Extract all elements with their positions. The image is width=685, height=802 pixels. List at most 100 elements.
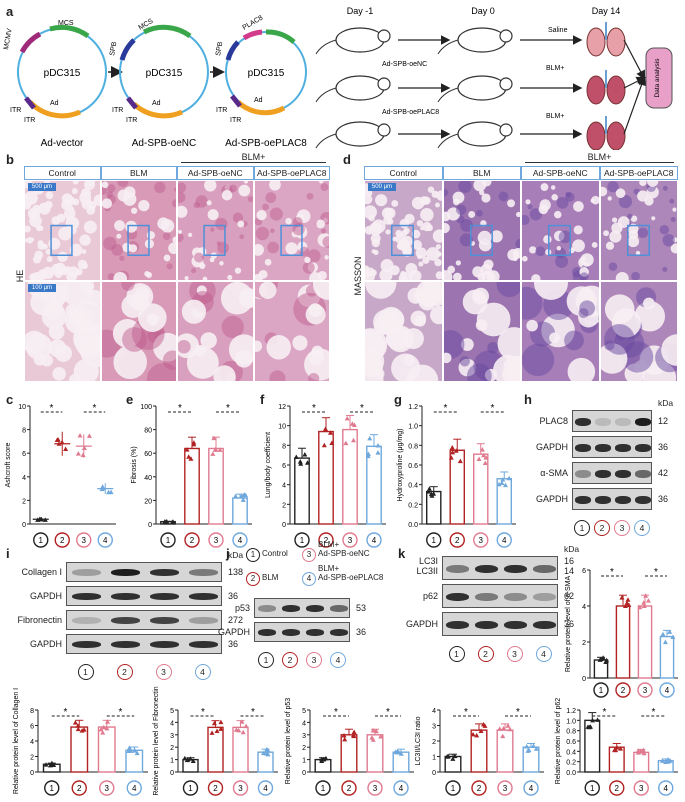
plasmid-2-l2: Ad	[152, 100, 161, 107]
data-point	[243, 723, 249, 729]
data-point	[367, 435, 373, 441]
y-tick-label: 10	[278, 424, 286, 431]
group-number: 2	[213, 784, 218, 793]
blot-band	[149, 593, 180, 601]
data-point	[453, 448, 459, 453]
blot-band	[635, 496, 651, 504]
data-point	[190, 758, 196, 763]
y-tick-label: 0.8	[408, 443, 418, 450]
y-tick-label: 6	[30, 724, 34, 731]
legend-circle-3: 3	[302, 548, 316, 562]
y-tick-label: 20	[144, 498, 152, 505]
y-tick-label: 0.2	[566, 760, 576, 767]
data-point	[351, 729, 357, 734]
sig-star: *	[464, 707, 468, 718]
timeline-arrow	[623, 75, 647, 135]
blm-group-line	[525, 162, 674, 163]
group-number: 3	[105, 784, 110, 793]
blot-band	[575, 470, 591, 478]
group-circle	[207, 780, 224, 796]
blot-band	[595, 470, 611, 478]
mouse-icon	[437, 121, 513, 149]
data-point	[240, 729, 246, 735]
group-circle	[593, 682, 609, 698]
plasmid-3-l0: SPB	[215, 41, 224, 56]
lane-circle: 3	[306, 652, 322, 668]
group-circle	[99, 780, 115, 796]
blot-label: GAPDH	[535, 442, 568, 452]
y-tick-label: 2	[22, 498, 26, 505]
y-tick-label: 1.2	[566, 708, 576, 715]
blot-band	[188, 617, 219, 625]
panel-label-a: a	[6, 4, 14, 19]
row2-mid-label: Ad-SPB-oeNC	[382, 61, 427, 68]
panel-label-j: j	[226, 546, 230, 561]
histology-col-header: Ad-SPB-oeNC	[177, 166, 254, 180]
group-circle	[445, 780, 461, 796]
panel-label-f: f	[260, 392, 265, 407]
y-tick-label: 10	[18, 404, 26, 411]
data-point	[619, 595, 625, 600]
y-tick-label: 2	[30, 755, 34, 762]
y-axis-label: Relative protein level of Fibronectin	[153, 686, 160, 795]
data-point	[624, 600, 630, 606]
y-tick-label: 0	[282, 522, 286, 529]
blot-band	[446, 592, 469, 601]
plasmid-diagrams: pDC315 MCMV MCS Ad ITR ITR Ad-vector pDC…	[3, 15, 307, 149]
histology-image	[254, 282, 329, 381]
blot-strip	[572, 410, 652, 432]
blot-label: p53	[234, 603, 250, 613]
sig-star: *	[610, 567, 614, 578]
data-point	[665, 757, 671, 762]
blot-band	[329, 605, 349, 613]
group-circle	[54, 532, 70, 548]
histology-image	[600, 181, 677, 280]
lane-circle: 2	[594, 520, 610, 536]
data-point	[645, 598, 651, 603]
blot-strip	[572, 436, 652, 458]
blot-band	[635, 444, 651, 452]
blot-label: α-SMA	[540, 468, 568, 478]
data-point	[59, 439, 65, 445]
y-tick-label: 1	[432, 755, 436, 762]
group-circle	[294, 532, 310, 548]
blot-label: GAPDH	[29, 591, 62, 601]
data-point	[604, 657, 610, 663]
data-point	[500, 726, 506, 731]
data-point	[344, 415, 350, 421]
histology-image	[101, 282, 176, 381]
y-tick-label: 3	[170, 733, 174, 740]
sig-star: *	[178, 403, 182, 414]
data-point	[323, 426, 329, 432]
y-axis-label: Relative protein level of Collagen I	[13, 688, 20, 794]
plasmid-3-l4: ITR	[230, 117, 241, 124]
group-number: 1	[188, 784, 193, 793]
he-histology-panel: BLM+ Control BLM Ad-SPB-oeNC Ad-SPB-oePLAC8 5…	[10, 152, 330, 382]
group-circle	[257, 780, 274, 796]
plasmid-ad-spb-oenc: pDC315 SPB MCS Ad ITR ITR Ad-SPB-oeNC	[109, 18, 209, 149]
data-point	[75, 726, 81, 732]
blot-label: Collagen I	[21, 567, 62, 577]
data-analysis-label: Data analysis	[654, 58, 661, 98]
row1-arrow-label: Saline	[548, 27, 568, 34]
panel-label-e: e	[126, 392, 134, 407]
data-point	[445, 753, 451, 758]
data-point	[598, 656, 604, 662]
data-point	[327, 430, 333, 435]
y-axis-label: Relative protein level of p62	[555, 698, 562, 784]
data-point	[72, 720, 78, 725]
y-tick-label: 100	[140, 404, 152, 411]
blot-band	[110, 617, 141, 625]
masson-histology-panel: BLM+ Control BLM Ad-SPB-oeNC Ad-SPB-oePLAC8 5…	[348, 152, 678, 382]
group-number: 4	[529, 784, 534, 793]
data-point	[241, 492, 247, 497]
group-circle	[426, 532, 442, 548]
panel-label-h: h	[524, 392, 532, 407]
data-point	[641, 603, 647, 608]
histology-col-header: Control	[364, 166, 443, 180]
histology-image	[600, 282, 677, 381]
y-axis-label: Relative protein level of α-SMA	[565, 576, 572, 673]
group-number: 1	[50, 784, 55, 793]
data-point	[214, 728, 220, 733]
